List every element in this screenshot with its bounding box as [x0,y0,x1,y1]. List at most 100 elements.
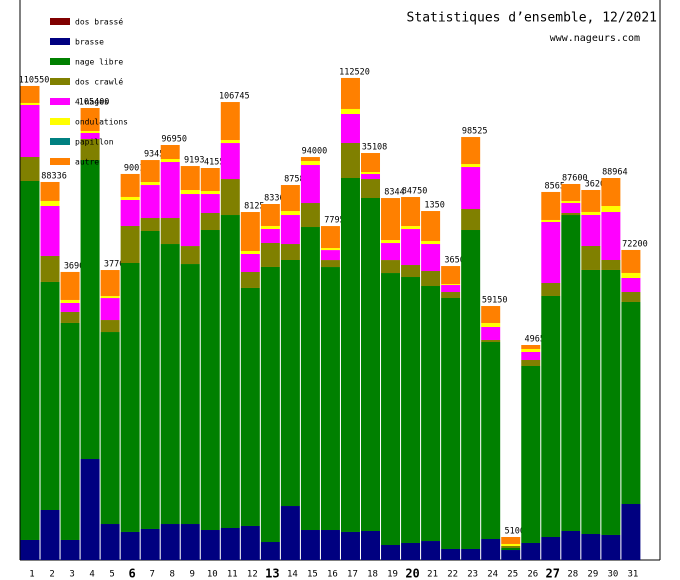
x-tick-label: 29 [587,570,598,580]
bar-segment [441,548,461,560]
bar-segment [20,85,40,103]
bar-segment [340,77,360,109]
bar-segment [300,157,320,162]
bar-segment [80,459,100,560]
bar-segment [320,250,340,261]
bar-segment [80,133,100,140]
bar-segment [240,271,260,288]
bar-segment [501,536,521,544]
x-tick-label: 15 [307,570,318,580]
bar-segment [441,284,461,286]
total-label: 9001 [124,163,144,173]
bar-segment [160,244,180,525]
total-label: 4965 [525,335,545,345]
bar-segment [100,332,120,525]
bar-segment [140,185,160,219]
bar-segment [421,286,441,542]
total-label: 88964 [602,167,628,177]
total-label: 112520 [339,67,370,77]
bar-segment [120,196,140,200]
total-label: 3770 [104,260,124,270]
bar-segment [541,221,561,284]
legend-swatch [50,118,70,125]
total-label: 59150 [482,296,508,306]
bar-segment [441,266,461,285]
bar-segment [300,161,320,166]
bar-segment [120,531,140,560]
bar-segment [521,348,541,352]
x-tick-label: 25 [507,570,518,580]
bar-segment [240,254,260,272]
bar-segment [541,295,561,537]
total-label: 72200 [622,239,648,249]
bar-segment [361,171,381,175]
total-label: 35108 [362,143,388,153]
bar-segment [260,225,280,229]
bar-segment [180,194,200,247]
total-label: 94000 [302,147,328,157]
bar-segment [481,339,501,343]
bar-segment [160,162,180,219]
bar-segment [200,530,220,560]
bar-segment [240,525,260,560]
legend-label: dos brassé [75,17,123,27]
bar-segment [320,248,340,251]
x-tick-label: 20 [405,567,419,580]
total-label: 3620 [585,179,605,189]
x-tick-label: 8 [169,570,174,580]
bar-segment [320,267,340,531]
bar-segment [200,230,220,531]
bar-segment [561,215,581,531]
bar-segment [581,269,601,534]
bar-segment [340,531,360,560]
bar-segment [521,345,541,349]
x-tick-label: 10 [207,570,218,580]
chart-title: Statistiques d’ensemble, 12/2021 [407,11,657,26]
x-tick-label: 12 [247,570,258,580]
bar-segment [581,189,601,212]
bar-segment [60,299,80,303]
total-label: 110550 [19,75,50,85]
bar-segment [381,273,401,546]
bar-segment [180,246,200,265]
x-tick-label: 28 [567,570,578,580]
bar-segment [521,542,541,560]
x-tick-label: 18 [367,570,378,580]
bar-segment [100,298,120,321]
bar-segment [381,545,401,560]
bar-segment [100,524,120,560]
bar-segment [160,218,180,245]
total-label: 4155 [204,158,224,168]
bar-segment [260,266,280,543]
x-tick-label: 23 [467,570,478,580]
bar-segment [220,215,240,528]
bar-segment [80,107,100,131]
total-label: 84750 [402,187,428,197]
total-label: 5100 [504,526,524,536]
bar-segment [561,203,581,213]
x-tick-label: 19 [387,570,398,580]
bar-segment [180,524,200,560]
bar-segment [80,160,100,460]
bar-segment [40,205,60,256]
bar-segment [60,271,80,300]
bar-segment [100,320,120,333]
bar-segment [581,214,601,246]
x-tick-label: 11 [227,570,238,580]
bar-segment [621,272,641,278]
total-label: 106745 [219,92,250,102]
bar-segment [100,296,120,299]
bar-segment [80,139,100,160]
bar-segment [260,542,280,560]
bar-segment [340,113,360,143]
bar-segment [421,211,441,242]
bar-segment [501,545,521,549]
x-tick-label: 30 [607,570,618,580]
bar-segment [461,230,481,549]
bar-segment [60,322,80,540]
legend-label: papillon [75,138,114,147]
total-label: 8758 [284,175,304,185]
bar-segment [481,342,501,540]
total-label: 8565 [545,181,565,191]
